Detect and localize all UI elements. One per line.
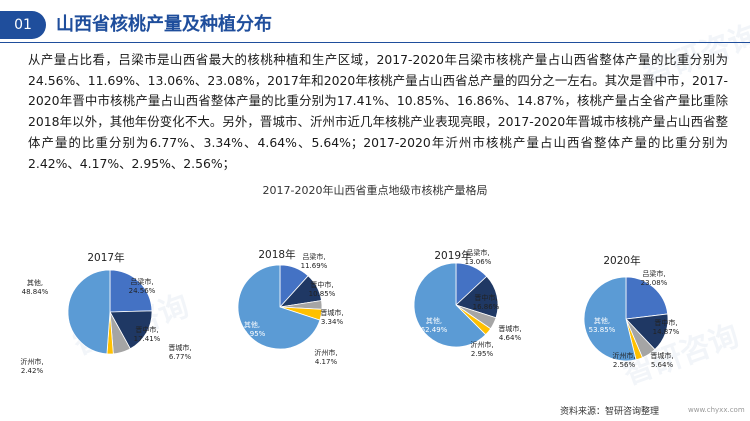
pie-data-label: 吕梁市, 13.06%: [465, 248, 492, 266]
pie-slice: [583, 276, 637, 362]
title-divider: [0, 42, 750, 43]
source-url: www.chyxx.com: [688, 406, 745, 414]
pie-data-label: 其他, 69.95%: [239, 320, 266, 338]
pie-data-label: 沂州市, 2.42%: [20, 357, 43, 375]
pie-year-label: 2020年: [603, 254, 640, 267]
section-number-badge: 01: [0, 11, 46, 39]
pie-data-label: 晋城市, 5.64%: [650, 351, 673, 369]
pie-slice: [625, 276, 669, 320]
pie-year-label: 2019年: [434, 249, 471, 262]
pie-slice: [413, 262, 487, 348]
pie-data-label: 吕梁市, 11.69%: [301, 252, 328, 270]
pie-data-label: 沂州市, 2.56%: [612, 351, 635, 369]
pie-data-label: 晋中市, 17.41%: [134, 325, 161, 343]
pie-data-label: 其他, 53.85%: [589, 316, 616, 334]
pie-data-label: 晋中市, 14.87%: [653, 318, 680, 336]
chart-title: 2017-2020年山西省重点地级市核桃产量格局: [262, 184, 488, 197]
summary-paragraph: 从产量占比看，吕梁市是山西省最大的核桃种植和生产区域，2017-2020年吕梁市…: [28, 52, 728, 171]
pie-data-label: 沂州市, 4.17%: [314, 348, 337, 366]
pie-slice: [109, 310, 153, 350]
pie-slice: [67, 269, 111, 355]
pie-data-label: 其他, 62.49%: [421, 316, 448, 334]
pie-slice: [237, 264, 321, 350]
pie-data-label: 晋城市, 3.34%: [320, 308, 343, 326]
pie-data-label: 其他, 48.84%: [22, 278, 49, 296]
pie-year-label: 2018年: [258, 248, 295, 261]
pie-year-label: 2017年: [87, 251, 124, 264]
pie-data-label: 晋中市, 16.86%: [473, 293, 500, 311]
header: 01 山西省核桃产量及种植分布: [0, 0, 750, 44]
pie-data-label: 沂州市, 2.95%: [470, 340, 493, 358]
pie-data-label: 晋中市, 10.85%: [309, 280, 336, 298]
pie-data-label: 晋城市, 4.64%: [498, 324, 521, 342]
pie-slice: [455, 275, 499, 319]
pie-data-label: 吕梁市, 24.56%: [129, 277, 156, 295]
source-note: 资料来源：智研咨询整理: [560, 407, 660, 417]
page-title: 山西省核桃产量及种植分布: [56, 14, 272, 35]
pie-slice: [109, 269, 153, 313]
pie-data-label: 吕梁市, 23.08%: [641, 269, 668, 287]
pie-data-label: 晋城市, 6.77%: [168, 343, 191, 361]
